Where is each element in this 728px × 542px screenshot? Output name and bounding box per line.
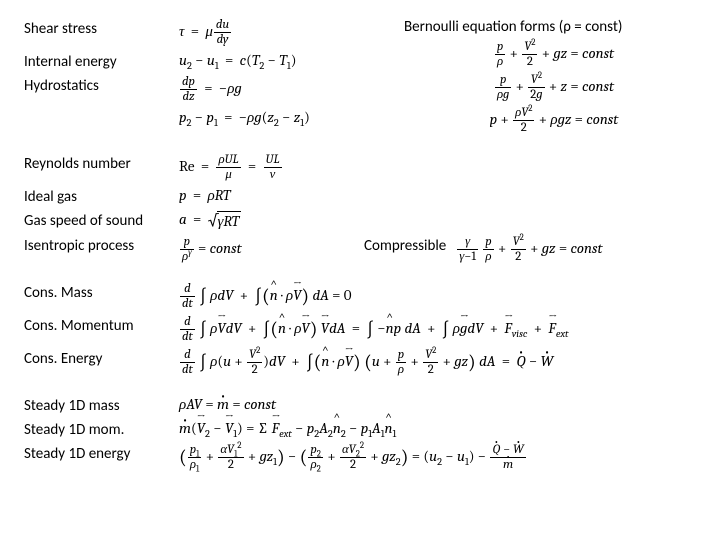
- block3: Cons. Mass ddt ∫ ρdV + ∫(n · ρV) dA = 0 …: [24, 282, 704, 377]
- eq-cenergy: ddt ∫ ρ(u + V22)dV + ∫(n · ρV) (u + pρ +…: [179, 348, 553, 377]
- row-cmom: Cons. Momentum ddt ∫ ρVdV + ∫(n · ρV) Vd…: [24, 315, 704, 344]
- eq-s1denergy: (p1ρ1 + αV122 + gz1) − (p2ρ2 + αV222 + g…: [179, 443, 527, 472]
- eq-shear: τ = μdudy: [179, 18, 232, 47]
- eq-sound: a = √γRT: [179, 210, 241, 231]
- label-s1dmass: Steady 1D mass: [24, 395, 179, 415]
- row-s1dmass: Steady 1D mass ρAV = m = const: [24, 395, 704, 415]
- block2-right: Compressible γγ−1 pρ + V22 + gz = const: [404, 153, 704, 268]
- label-s1denergy: Steady 1D energy: [24, 443, 179, 463]
- eq-s1dmom: m(V2 − V1) = ∑ Fext − p2A2n2 − p1A1n1: [179, 419, 396, 437]
- row-sound: Gas speed of sound a = √γRT: [24, 210, 404, 231]
- label-hydro: Hydrostatics: [24, 75, 179, 95]
- eq-hydro2: p2 − p1 = −ρg(z2 − z1): [179, 108, 310, 127]
- label-hydro2: [24, 108, 179, 110]
- row-s1denergy: Steady 1D energy (p1ρ1 + αV122 + gz1) − …: [24, 443, 704, 472]
- eq-bern3: p + ρV22 + ρgz = const: [404, 106, 704, 135]
- row-isentropic: Isentropic process pργ = const: [24, 235, 404, 264]
- label-cmass: Cons. Mass: [24, 282, 179, 302]
- eq-cmom: ddt ∫ ρVdV + ∫(n · ρV) VdA = ∫ −np dA + …: [179, 315, 569, 344]
- row-hydro1: Hydrostatics dpdz = −ρg: [24, 75, 404, 104]
- label-reynolds: Reynolds number: [24, 153, 179, 173]
- label-isentropic: Isentropic process: [24, 235, 179, 255]
- label-shear: Shear stress: [24, 18, 179, 38]
- eq-bern1: pρ + V22 + gz = const: [404, 40, 704, 69]
- row-idealgas: Ideal gas p = ρRT: [24, 186, 404, 206]
- eq-reynolds: Re = ρULμ = ULν: [179, 153, 283, 182]
- label-compressible: Compressible: [364, 235, 446, 255]
- eq-hydro1: dpdz = −ρg: [179, 75, 242, 104]
- row-shear: Shear stress τ = μdudy: [24, 18, 404, 47]
- row-cmass: Cons. Mass ddt ∫ ρdV + ∫(n · ρV) dA = 0: [24, 282, 704, 311]
- row-cenergy: Cons. Energy ddt ∫ ρ(u + V22)dV + ∫(n · …: [24, 348, 704, 377]
- block2: Reynolds number Re = ρULμ = ULν Ideal ga…: [24, 153, 704, 268]
- label-cenergy: Cons. Energy: [24, 348, 179, 368]
- row-s1dmom: Steady 1D mom. m(V2 − V1) = ∑ Fext − p2A…: [24, 419, 704, 439]
- label-sound: Gas speed of sound: [24, 210, 179, 230]
- block1-left: Shear stress τ = μdudy Internal energy u…: [24, 18, 404, 139]
- eq-internal: u2 − u1 = c(T2 − T1): [179, 51, 296, 69]
- row-hydro2: p2 − p1 = −ρg(z2 − z1): [24, 108, 404, 127]
- eq-bern2: pρg + V22g + z = const: [404, 73, 704, 102]
- block2-left: Reynolds number Re = ρULμ = ULν Ideal ga…: [24, 153, 404, 268]
- bernoulli-header: Bernoulli equation forms (ρ = const): [404, 18, 704, 36]
- eq-cmass: ddt ∫ ρdV + ∫(n · ρV) dA = 0: [179, 282, 352, 311]
- row-reynolds: Reynolds number Re = ρULμ = ULν: [24, 153, 404, 182]
- block4: Steady 1D mass ρAV = m = const Steady 1D…: [24, 395, 704, 472]
- label-internal: Internal energy: [24, 51, 179, 71]
- eq-isentropic: pργ = const: [179, 235, 242, 264]
- eq-compressible: γγ−1 pρ + V22 + gz = const: [456, 235, 602, 264]
- label-cmom: Cons. Momentum: [24, 315, 179, 335]
- bernoulli-header-text: Bernoulli equation forms (ρ = const): [404, 18, 622, 36]
- block1-right: Bernoulli equation forms (ρ = const) pρ …: [404, 18, 704, 139]
- label-s1dmom: Steady 1D mom.: [24, 419, 179, 439]
- row-internal: Internal energy u2 − u1 = c(T2 − T1): [24, 51, 404, 71]
- label-idealgas: Ideal gas: [24, 186, 179, 206]
- eq-idealgas: p = ρRT: [179, 186, 230, 205]
- block1: Shear stress τ = μdudy Internal energy u…: [24, 18, 704, 139]
